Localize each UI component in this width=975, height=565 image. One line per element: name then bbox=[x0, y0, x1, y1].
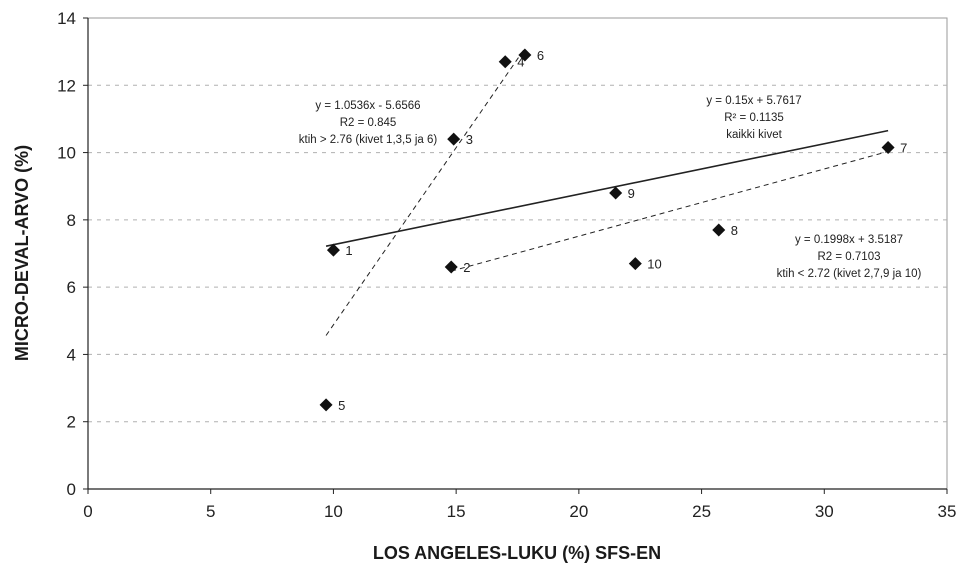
axes bbox=[83, 17, 948, 494]
x-tick-label-35: 35 bbox=[938, 502, 957, 521]
annotation-line-all-note: kaikki kivet bbox=[726, 129, 782, 141]
data-point-6 bbox=[518, 48, 532, 62]
y-tick-label-12: 12 bbox=[57, 76, 76, 95]
x-tick-label-10: 10 bbox=[324, 502, 343, 521]
trendline-steep bbox=[325, 48, 526, 336]
data-point-4 bbox=[498, 55, 512, 69]
point-label-9: 9 bbox=[628, 186, 635, 201]
y-tick-label-4: 4 bbox=[67, 345, 76, 364]
annotation-line-all-r2: R² = 0.1135 bbox=[724, 112, 784, 124]
y-tick-label-0: 0 bbox=[67, 480, 76, 499]
annotation-line-steep-note: ktih > 2.76 (kivet 1,3,5 ja 6) bbox=[299, 134, 438, 146]
data-point-7 bbox=[881, 141, 895, 155]
trendline-shallow bbox=[451, 151, 889, 272]
x-tick-label-0: 0 bbox=[83, 502, 92, 521]
annotation-line-shallow-r2: R2 = 0.7103 bbox=[818, 251, 881, 263]
point-label-7: 7 bbox=[900, 141, 907, 156]
point-label-8: 8 bbox=[731, 223, 738, 238]
point-label-5: 5 bbox=[338, 398, 345, 413]
annotation-line-steep-r2: R2 = 0.845 bbox=[340, 117, 397, 129]
point-label-3: 3 bbox=[466, 132, 473, 147]
trendlines bbox=[325, 48, 889, 336]
data-point-2 bbox=[444, 260, 458, 274]
data-point-5 bbox=[319, 398, 333, 412]
annotation-line-all-equation: y = 0.15x + 5.7617 bbox=[706, 95, 801, 107]
annotation-line-shallow-equation: y = 0.1998x + 3.5187 bbox=[795, 234, 903, 246]
data-points: 1 2 3 4 5 6 7 8 9 10 bbox=[319, 48, 907, 413]
x-axis-tick-labels: 0 5 10 15 20 25 30 35 bbox=[83, 502, 956, 521]
trendline-all-stones bbox=[325, 129, 889, 247]
y-tick-label-14: 14 bbox=[57, 9, 76, 28]
data-point-1 bbox=[326, 243, 340, 257]
trendline-annotations: y = 1.0536x - 5.6566 R2 = 0.845 ktih > 2… bbox=[299, 95, 922, 280]
data-point-8 bbox=[712, 223, 726, 237]
annotation-line-steep-equation: y = 1.0536x - 5.6566 bbox=[315, 100, 420, 112]
x-tick-label-25: 25 bbox=[692, 502, 711, 521]
x-axis-title: LOS ANGELES-LUKU (%) SFS-EN bbox=[373, 543, 661, 563]
y-tick-label-10: 10 bbox=[57, 144, 76, 163]
point-label-2: 2 bbox=[463, 260, 470, 275]
y-axis-tick-labels: 0 2 4 6 8 10 12 14 bbox=[57, 9, 76, 499]
point-label-1: 1 bbox=[345, 243, 352, 258]
y-axis-title: MICRO-DEVAL-ARVO (%) bbox=[12, 145, 32, 361]
y-tick-label-2: 2 bbox=[67, 413, 76, 432]
data-point-3 bbox=[447, 132, 461, 146]
x-tick-label-5: 5 bbox=[206, 502, 215, 521]
x-tick-label-30: 30 bbox=[815, 502, 834, 521]
x-tick-label-20: 20 bbox=[569, 502, 588, 521]
y-tick-label-8: 8 bbox=[67, 211, 76, 230]
data-point-10 bbox=[628, 257, 642, 271]
point-label-6: 6 bbox=[537, 48, 544, 63]
x-tick-label-15: 15 bbox=[447, 502, 466, 521]
y-tick-label-6: 6 bbox=[67, 278, 76, 297]
point-label-10: 10 bbox=[647, 257, 661, 272]
annotation-line-shallow-note: ktih < 2.72 (kivet 2,7,9 ja 10) bbox=[777, 268, 922, 280]
data-point-9 bbox=[609, 186, 623, 200]
point-label-4: 4 bbox=[517, 55, 524, 70]
